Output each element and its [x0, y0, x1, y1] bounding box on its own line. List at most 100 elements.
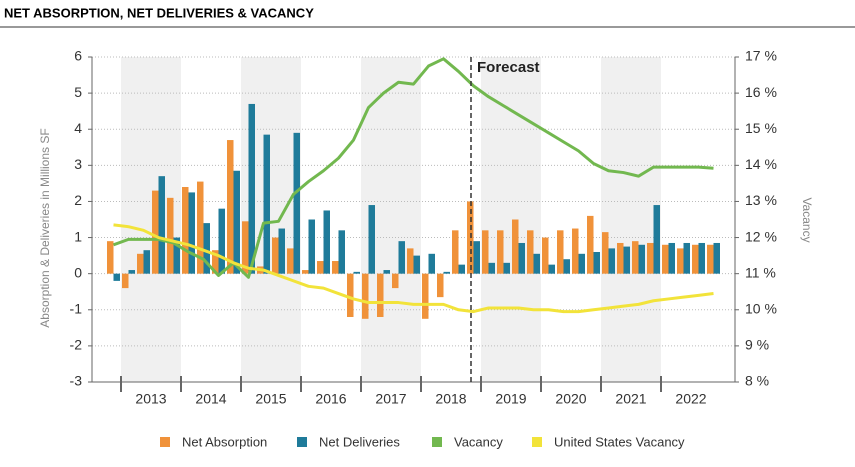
bar — [407, 248, 414, 274]
bar — [158, 176, 165, 274]
y-tick-label: 5 — [74, 84, 82, 100]
bar — [542, 237, 549, 274]
bar — [557, 230, 564, 274]
bar — [377, 273, 384, 317]
bar — [638, 244, 645, 274]
bar — [707, 244, 714, 274]
legend-swatch — [532, 437, 542, 447]
bar — [518, 242, 525, 274]
bar — [608, 248, 615, 274]
x-tick-label: 2020 — [555, 391, 586, 407]
bar — [473, 241, 480, 274]
bar — [692, 244, 699, 274]
annotation: Forecast — [477, 59, 540, 76]
y2-tick-label: 11 % — [745, 264, 776, 280]
y-tick-label: 0 — [74, 264, 82, 280]
y-tick-label: 2 — [74, 192, 82, 208]
x-tick-label: 2019 — [495, 391, 526, 407]
x-tick-label: 2016 — [315, 391, 346, 407]
y2-tick-label: 12 % — [745, 228, 777, 244]
y-tick-label: 4 — [74, 120, 82, 136]
bar — [203, 223, 210, 274]
bar — [338, 230, 345, 274]
chart-title: NET ABSORPTION, NET DELIVERIES & VACANCY — [4, 5, 314, 20]
x-tick-label: 2021 — [615, 391, 646, 407]
bar — [362, 273, 369, 319]
bar — [503, 262, 510, 274]
bar — [122, 273, 129, 289]
legend-label: Net Absorption — [182, 434, 267, 449]
bar — [212, 250, 219, 274]
bar — [317, 261, 324, 274]
bar — [578, 253, 585, 274]
bar — [152, 190, 159, 274]
bar — [197, 181, 204, 274]
bar — [647, 242, 654, 274]
bar — [272, 237, 279, 274]
bar — [128, 270, 135, 274]
y2-tick-label: 16 % — [745, 84, 777, 100]
y-axis-label: Absorption & Deliveries in Millions SF — [38, 128, 52, 327]
line — [112, 57, 714, 279]
legend-swatch — [160, 437, 170, 447]
bar — [182, 187, 189, 274]
bar — [677, 248, 684, 274]
y2-tick-label: 14 % — [745, 156, 777, 172]
x-tick-label: 2018 — [435, 391, 466, 407]
bar — [482, 230, 489, 274]
x-tick-label: 2013 — [135, 391, 166, 407]
bar — [347, 273, 354, 317]
y-tick-label: -2 — [70, 337, 83, 353]
bar — [353, 271, 360, 274]
line — [113, 223, 714, 314]
bar — [437, 273, 444, 298]
y2-tick-label: 15 % — [745, 120, 777, 136]
bar — [293, 132, 300, 274]
bar — [383, 270, 390, 274]
bar — [263, 134, 270, 274]
bar — [413, 255, 420, 274]
legend-swatch — [297, 437, 307, 447]
y-tick-label: -1 — [70, 300, 83, 316]
bar — [653, 205, 660, 274]
bar — [623, 246, 630, 274]
bar — [422, 273, 429, 319]
bar — [398, 241, 405, 274]
bar — [167, 197, 174, 274]
x-tick-label: 2014 — [195, 391, 226, 407]
bar — [278, 228, 285, 274]
bar — [563, 259, 570, 274]
bar — [713, 242, 720, 274]
y2-tick-label: 13 % — [745, 192, 777, 208]
bar — [527, 230, 534, 274]
y2-tick-label: 9 % — [745, 337, 769, 353]
bar — [248, 103, 255, 274]
bar — [137, 253, 144, 274]
y-tick-label: -3 — [70, 373, 83, 389]
bar — [392, 273, 399, 289]
bar — [452, 230, 459, 274]
bar — [572, 228, 579, 274]
year-band — [481, 57, 541, 382]
bar — [107, 241, 114, 274]
bar — [488, 262, 495, 274]
bar — [173, 237, 180, 274]
y-tick-label: 1 — [74, 228, 82, 244]
x-tick-label: 2015 — [255, 391, 286, 407]
bar — [242, 221, 249, 274]
bar — [698, 242, 705, 274]
bar — [332, 261, 339, 274]
bar — [593, 252, 600, 274]
bar — [548, 264, 555, 274]
bar — [458, 264, 465, 274]
x-tick-label: 2017 — [375, 391, 406, 407]
bar — [227, 140, 234, 274]
bar — [668, 242, 675, 274]
bar — [533, 253, 540, 274]
bar — [287, 248, 294, 274]
bar — [302, 270, 309, 274]
x-tick-label: 2022 — [675, 391, 706, 407]
bar — [218, 208, 225, 274]
